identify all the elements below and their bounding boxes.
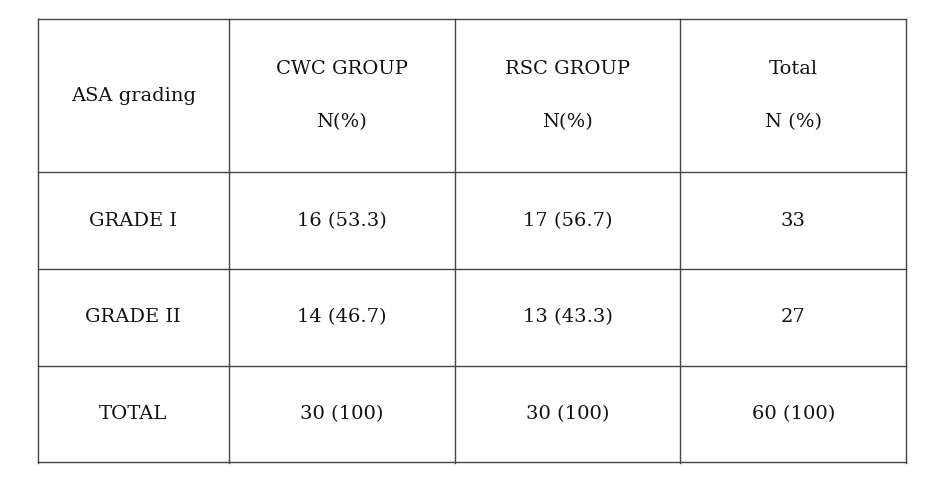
Text: 33: 33 (781, 212, 806, 229)
Text: N (%): N (%) (765, 113, 822, 131)
Text: Total: Total (768, 60, 818, 78)
Text: TOTAL: TOTAL (99, 405, 167, 423)
Text: 30 (100): 30 (100) (300, 405, 383, 423)
Text: 14 (46.7): 14 (46.7) (297, 308, 386, 326)
Text: 16 (53.3): 16 (53.3) (296, 212, 387, 229)
Text: N(%): N(%) (542, 113, 593, 131)
Text: N(%): N(%) (316, 113, 367, 131)
Text: 27: 27 (781, 308, 806, 326)
Text: GRADE II: GRADE II (86, 308, 181, 326)
Text: 60 (100): 60 (100) (751, 405, 834, 423)
Text: 17 (56.7): 17 (56.7) (523, 212, 613, 229)
Text: ASA grading: ASA grading (71, 87, 195, 105)
Text: 13 (43.3): 13 (43.3) (523, 308, 613, 326)
Text: 30 (100): 30 (100) (526, 405, 609, 423)
Text: RSC GROUP: RSC GROUP (505, 60, 630, 78)
Text: CWC GROUP: CWC GROUP (276, 60, 408, 78)
Text: GRADE I: GRADE I (90, 212, 177, 229)
